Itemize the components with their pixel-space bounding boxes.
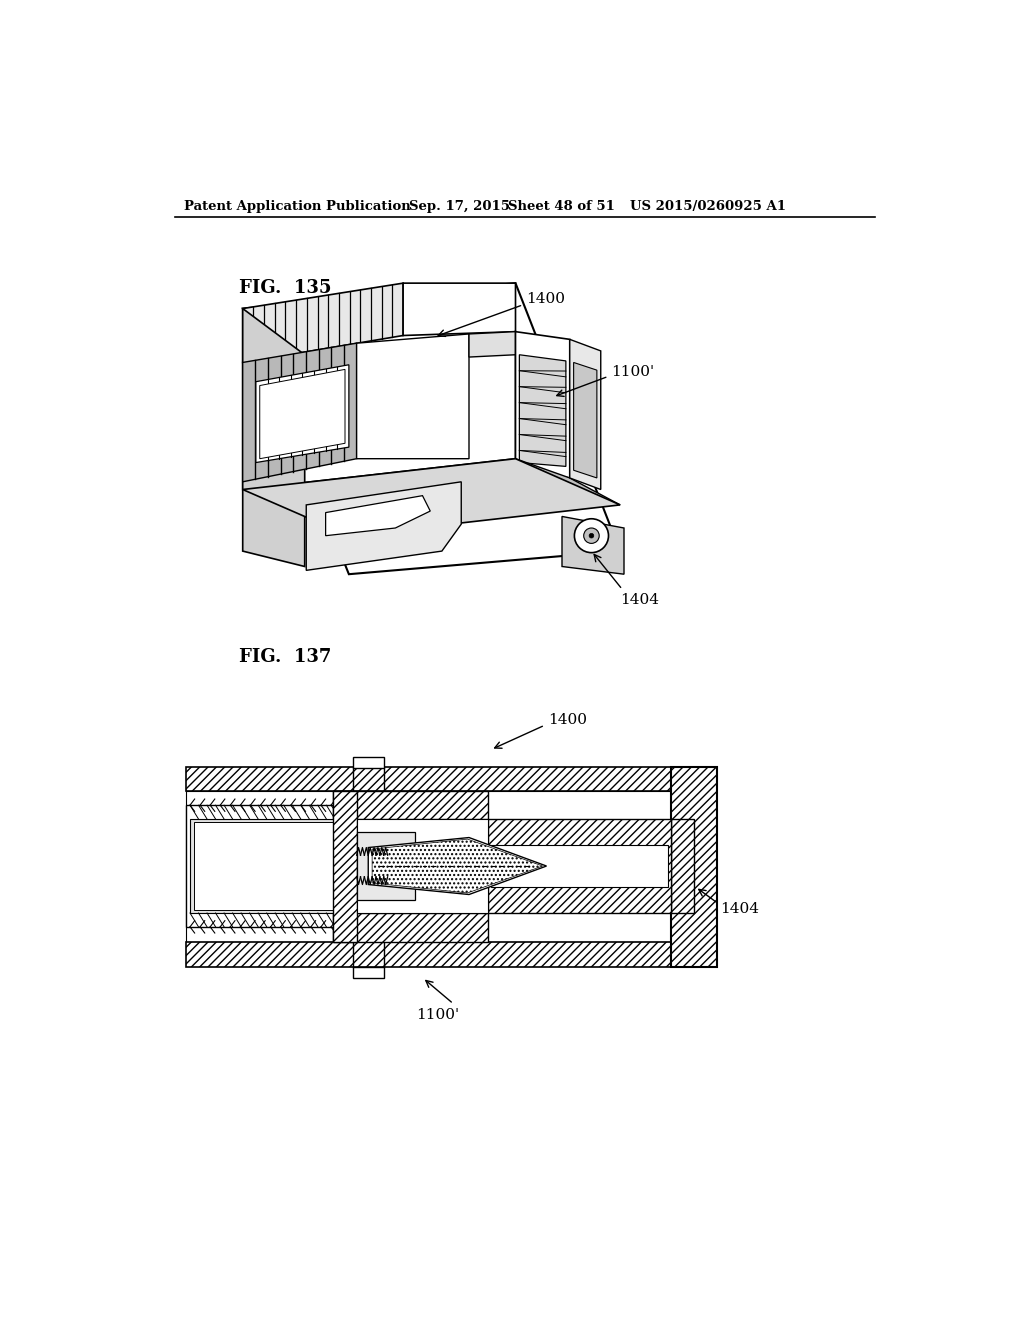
Polygon shape [334, 792, 356, 942]
Text: US 2015/0260925 A1: US 2015/0260925 A1 [630, 199, 786, 213]
Polygon shape [190, 818, 351, 913]
Polygon shape [186, 792, 671, 942]
Polygon shape [671, 767, 717, 966]
Circle shape [584, 528, 599, 544]
Polygon shape [243, 284, 403, 363]
Polygon shape [515, 331, 569, 478]
Polygon shape [515, 459, 621, 506]
Polygon shape [488, 818, 671, 913]
Polygon shape [243, 459, 621, 536]
Text: Patent Application Publication: Patent Application Publication [183, 199, 411, 213]
Polygon shape [569, 339, 601, 490]
Polygon shape [260, 370, 345, 459]
Text: 1404: 1404 [720, 902, 759, 916]
Text: 1404: 1404 [621, 593, 659, 607]
Polygon shape [243, 331, 515, 490]
Polygon shape [256, 364, 349, 462]
Polygon shape [562, 516, 624, 574]
Polygon shape [352, 966, 384, 978]
Polygon shape [356, 334, 469, 459]
Polygon shape [372, 840, 543, 892]
Text: 1400: 1400 [548, 714, 587, 727]
Circle shape [589, 533, 594, 539]
Polygon shape [186, 942, 717, 966]
Text: 1100': 1100' [611, 364, 654, 379]
Polygon shape [194, 822, 349, 909]
Polygon shape [403, 284, 515, 335]
Polygon shape [186, 767, 717, 792]
Polygon shape [243, 343, 356, 482]
Text: Sep. 17, 2015: Sep. 17, 2015 [409, 199, 510, 213]
Polygon shape [490, 845, 669, 887]
Polygon shape [334, 913, 488, 942]
Text: FIG.  137: FIG. 137 [239, 648, 331, 665]
Polygon shape [573, 363, 597, 478]
Polygon shape [519, 355, 566, 466]
Text: 1400: 1400 [526, 292, 565, 306]
Polygon shape [469, 331, 515, 358]
Text: Sheet 48 of 51: Sheet 48 of 51 [508, 199, 614, 213]
Polygon shape [352, 758, 384, 768]
Polygon shape [369, 838, 547, 895]
Polygon shape [326, 496, 430, 536]
Polygon shape [186, 805, 352, 927]
Polygon shape [356, 832, 415, 900]
Polygon shape [306, 482, 461, 570]
Text: 1100': 1100' [417, 1008, 460, 1023]
Polygon shape [243, 309, 305, 566]
Text: FIG.  135: FIG. 135 [239, 279, 332, 297]
Polygon shape [243, 284, 621, 574]
Polygon shape [334, 792, 488, 818]
Circle shape [574, 519, 608, 553]
Polygon shape [356, 818, 488, 913]
Polygon shape [671, 818, 693, 913]
